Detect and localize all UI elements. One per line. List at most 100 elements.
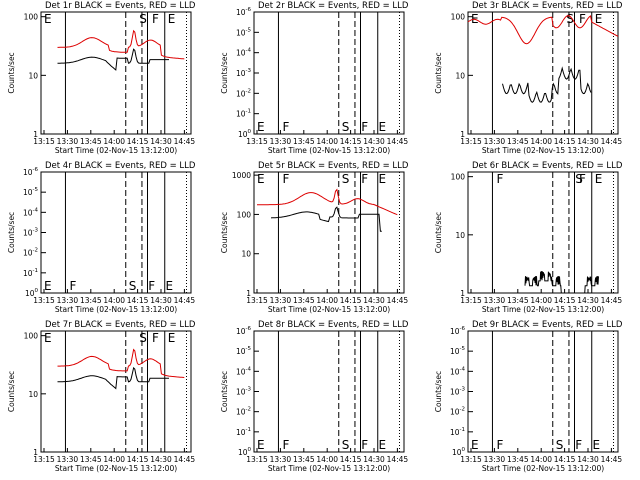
- x-tick-label: 13:15: [460, 137, 482, 146]
- y-tick-label: 100: [238, 129, 252, 139]
- x-tick-label: 14:30: [150, 296, 172, 305]
- plot-frame: [40, 11, 192, 135]
- x-tick-label: 14:15: [340, 137, 362, 146]
- y-tick-label: 10-2: [450, 407, 465, 417]
- y-tick-label: 10: [455, 231, 465, 240]
- y-tick-label: 10-3: [236, 387, 252, 397]
- y-tick-label: 10-6: [236, 7, 252, 17]
- panel-title: Det 1r BLACK = Events, RED = LLD: [45, 1, 196, 11]
- plot-frame: [467, 330, 619, 453]
- phase-marker: F: [152, 12, 159, 26]
- plot-frame: [40, 171, 192, 294]
- y-tick-label: 10-2: [236, 88, 251, 98]
- phase-marker: F: [283, 172, 290, 186]
- x-tick-label: 13:30: [484, 296, 506, 305]
- panel-title: Det 9r BLACK = Events, RED = LLD: [472, 320, 623, 330]
- y-tick-label: 10: [28, 71, 38, 80]
- x-tick-label: 13:30: [484, 455, 506, 464]
- x-tick-label: 13:45: [80, 455, 102, 464]
- phase-marker: F: [497, 438, 504, 452]
- x-tick-label: 14:30: [363, 455, 385, 464]
- x-tick-label: 13:45: [507, 455, 529, 464]
- y-tick-label: 1: [460, 130, 465, 139]
- phase-marker: E: [471, 438, 479, 452]
- plot-frame: [253, 330, 405, 453]
- phase-marker: E: [379, 438, 387, 452]
- y-tick-label: 100: [238, 447, 252, 457]
- x-tick-label: 13:15: [246, 296, 268, 305]
- y-tick-label: 1: [33, 448, 38, 457]
- panel-title: Det 5r BLACK = Events, RED = LLD: [258, 161, 409, 171]
- phase-marker: E: [168, 12, 176, 26]
- y-tick-label: 100: [451, 173, 466, 182]
- panel-title: Det 7r BLACK = Events, RED = LLD: [45, 320, 196, 330]
- phase-marker: E: [44, 331, 52, 345]
- plot-frame: [253, 171, 405, 294]
- x-tick-label: 14:15: [554, 455, 576, 464]
- x-tick-label: 13:45: [293, 137, 315, 146]
- x-axis-label: Start Time (02-Nov-15 13:12:00): [268, 305, 390, 314]
- x-tick-label: 14:30: [150, 455, 172, 464]
- x-tick-label: 14:00: [103, 296, 125, 305]
- lld-series-line: [467, 15, 619, 45]
- phase-marker: F: [579, 172, 586, 186]
- detector-panel: Det 6r BLACK = Events, RED = LLD 13:15 13:…: [434, 161, 623, 314]
- y-tick-label: 100: [452, 447, 466, 457]
- x-tick-label: 13:30: [57, 455, 79, 464]
- y-axis-label: Counts/sec: [220, 371, 229, 412]
- x-axis-label: Start Time (02-Nov-15 13:12:00): [55, 464, 177, 473]
- y-tick-label: 10-5: [450, 346, 466, 356]
- y-tick-label: 10-3: [236, 68, 252, 78]
- phase-marker: F: [361, 438, 368, 452]
- x-axis-label: Start Time (02-Nov-15 13:12:00): [482, 146, 604, 155]
- phase-marker: F: [283, 120, 290, 134]
- phase-marker: S: [556, 438, 564, 452]
- x-tick-label: 14:45: [174, 455, 196, 464]
- x-tick-label: 14:00: [316, 296, 338, 305]
- x-tick-label: 14:45: [174, 296, 196, 305]
- x-tick-label: 14:15: [554, 137, 576, 146]
- events-series-line: [57, 366, 169, 390]
- y-tick-label: 100: [25, 288, 39, 298]
- x-tick-label: 14:30: [363, 137, 385, 146]
- x-tick-label: 14:30: [363, 296, 385, 305]
- x-tick-label: 14:00: [103, 455, 125, 464]
- y-tick-label: 10-4: [450, 366, 466, 376]
- x-tick-label: 13:30: [270, 455, 292, 464]
- x-tick-label: 13:30: [270, 137, 292, 146]
- y-tick-label: 1000: [232, 171, 251, 180]
- x-tick-label: 14:45: [387, 137, 409, 146]
- y-axis-label: Counts/sec: [220, 212, 229, 253]
- y-tick-label: 10-2: [236, 407, 251, 417]
- phase-marker: S: [139, 331, 147, 345]
- phase-marker: F: [148, 279, 155, 293]
- x-tick-label: 13:15: [460, 296, 482, 305]
- y-axis-label: Counts/sec: [434, 371, 443, 412]
- panel-title: Det 3r BLACK = Events, RED = LLD: [472, 1, 623, 11]
- x-tick-label: 14:30: [577, 455, 599, 464]
- y-tick-label: 10-5: [236, 346, 252, 356]
- x-tick-label: 14:45: [601, 455, 623, 464]
- x-tick-label: 14:00: [530, 137, 552, 146]
- phase-marker: F: [361, 172, 368, 186]
- x-tick-label: 14:00: [316, 455, 338, 464]
- phase-marker: E: [44, 279, 52, 293]
- phase-marker: F: [575, 438, 582, 452]
- x-tick-label: 13:45: [80, 296, 102, 305]
- panel-title: Det 6r BLACK = Events, RED = LLD: [472, 161, 623, 171]
- phase-marker: F: [579, 12, 586, 26]
- x-tick-label: 14:30: [150, 137, 172, 146]
- x-tick-label: 13:30: [270, 296, 292, 305]
- phase-marker: E: [379, 172, 387, 186]
- phase-marker: F: [152, 331, 159, 345]
- y-tick-label: 10: [455, 71, 465, 80]
- x-tick-label: 14:00: [530, 455, 552, 464]
- phase-marker: F: [361, 120, 368, 134]
- y-tick-label: 1: [460, 289, 465, 298]
- phase-marker: S: [342, 172, 350, 186]
- y-axis-label: Counts/sec: [7, 212, 16, 253]
